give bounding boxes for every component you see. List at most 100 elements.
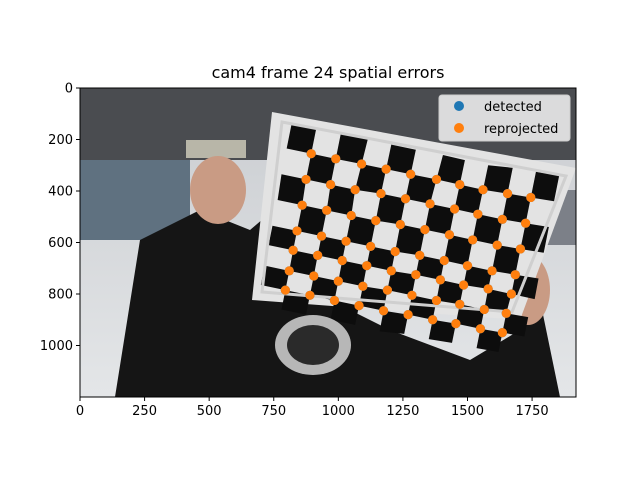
reprojected-point (406, 169, 416, 179)
reprojected-point (449, 204, 460, 214)
reprojected-point (395, 219, 405, 230)
reprojected-point (497, 328, 507, 338)
reprojected-point (439, 255, 449, 266)
reprojected-point (411, 270, 421, 280)
reprojected-point (451, 319, 461, 329)
reprojected-point (292, 226, 302, 236)
reprojected-point (455, 179, 465, 190)
checker-square (387, 270, 416, 296)
reprojected-point (435, 275, 445, 285)
reprojected-point (497, 214, 507, 224)
reprojected-point (420, 225, 430, 235)
checker-square (484, 288, 512, 314)
checker-square (326, 184, 356, 216)
reprojected-point (329, 295, 340, 306)
reprojected-point (428, 315, 438, 325)
checker-square (436, 279, 464, 305)
y-tick-label: 600 (48, 236, 73, 251)
x-tick-label: 1000 (322, 404, 355, 419)
checker-square (428, 319, 456, 343)
checker-square (277, 174, 307, 206)
reprojected-point (473, 209, 483, 219)
legend-marker-detected (454, 101, 464, 111)
x-tick-label: 1500 (451, 404, 484, 419)
reprojected-point (376, 188, 386, 199)
reprojected-point (444, 230, 455, 240)
reprojected-point (284, 266, 294, 276)
checker-square (286, 122, 317, 154)
reprojected-point (415, 250, 425, 260)
reprojected-point (425, 199, 435, 209)
reprojected-point (337, 255, 347, 266)
reprojected-point (301, 174, 311, 185)
reprojected-point (358, 281, 368, 291)
reprojected-point (297, 200, 307, 210)
reprojected-point (341, 236, 351, 246)
checker-square (359, 286, 388, 311)
reprojected-point (475, 324, 486, 334)
checker-square (436, 154, 465, 185)
checker-square (335, 133, 369, 164)
reprojected-point (306, 149, 316, 159)
reprojected-point (378, 306, 389, 316)
reprojected-point (455, 299, 465, 309)
legend: detected reprojected (438, 94, 571, 142)
checker-square (366, 246, 396, 271)
y-tick-label: 200 (48, 133, 73, 148)
checker-square (268, 225, 297, 251)
reprojected-point (400, 194, 411, 204)
checker-square (444, 234, 473, 266)
reprojected-point (487, 266, 497, 276)
checker-square (415, 255, 445, 280)
checker-square (297, 205, 327, 237)
checker-square (309, 275, 339, 301)
chart-title: cam4 frame 24 spatial errors (212, 63, 445, 82)
reprojected-point (362, 261, 372, 271)
checker-square (405, 174, 437, 204)
reprojected-point (515, 244, 526, 254)
checker-square (463, 265, 493, 289)
reprojected-point (366, 241, 376, 251)
reprojected-point (431, 295, 442, 306)
reprojected-point (468, 235, 478, 245)
x-axis: 0 250 500 750 1000 1250 1500 1750 (76, 397, 549, 419)
reprojected-point (502, 188, 513, 199)
reprojected-point (313, 250, 323, 260)
checker-square (330, 300, 359, 325)
reprojected-point (354, 300, 364, 311)
checker-square (306, 153, 336, 185)
reprojected-point (288, 245, 298, 255)
reprojected-point (325, 179, 336, 190)
reprojected-point (390, 246, 400, 257)
checker-square (476, 328, 503, 352)
reprojected-point (521, 218, 531, 228)
reprojected-point (381, 164, 391, 174)
checker-square (408, 295, 437, 320)
reprojected-point (305, 290, 315, 300)
reprojected-point (492, 240, 502, 250)
checker-square (338, 260, 367, 287)
x-tick-label: 1750 (516, 404, 549, 419)
reprojected-point (501, 308, 511, 318)
reprojected-point (382, 285, 393, 295)
checker-square (395, 224, 425, 256)
reprojected-point (346, 210, 356, 221)
reprojected-point (526, 192, 536, 203)
y-tick-label: 1000 (40, 339, 73, 354)
x-tick-label: 0 (76, 404, 84, 419)
checker-square (502, 193, 531, 224)
checker-square (530, 171, 560, 202)
checker-square (346, 215, 376, 247)
legend-label-reprojected: reprojected (484, 122, 558, 137)
reprojected-point (478, 185, 488, 195)
reprojected-point (407, 290, 417, 300)
reprojected-point (356, 159, 367, 169)
checker-square (472, 214, 503, 246)
legend-box (438, 94, 571, 142)
checker-square (492, 245, 521, 275)
checker-square (317, 236, 347, 261)
checker-square (260, 265, 290, 291)
reprojected-point (483, 284, 493, 294)
checker-square (502, 313, 529, 337)
reprojected-point (322, 205, 332, 215)
